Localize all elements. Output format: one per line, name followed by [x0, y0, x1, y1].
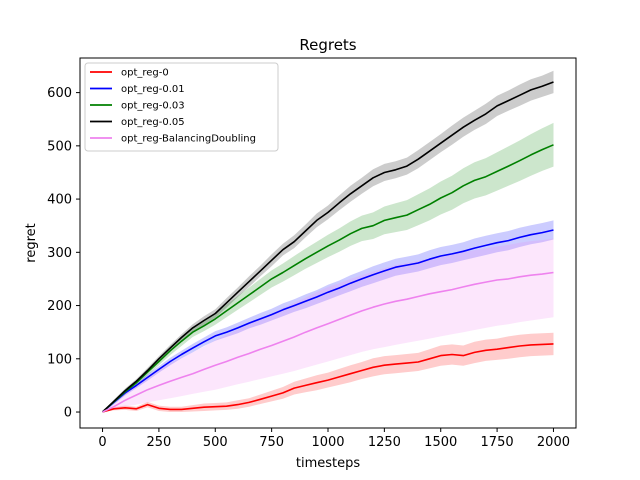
y-tick-label: 300 — [47, 246, 72, 261]
band-opt-reg-0-05 — [102, 70, 554, 413]
y-axis-label: regret — [24, 223, 39, 262]
x-axis-ticks: 0 250 500 750 1000 1250 1500 1750 2000 — [98, 428, 570, 450]
series-lines — [101, 81, 554, 413]
x-tick-label: 1000 — [311, 435, 344, 450]
y-tick-label: 100 — [47, 352, 72, 367]
x-tick-label: 1750 — [481, 435, 514, 450]
legend-box — [84, 62, 279, 152]
chart-title: Regrets — [299, 36, 356, 54]
y-tick-label: 500 — [47, 139, 72, 154]
x-tick-label: 500 — [203, 435, 228, 450]
band-opt-reg-0 — [102, 332, 554, 412]
x-tick-label: 2000 — [537, 435, 570, 450]
line-opt-reg-0 — [102, 343, 554, 413]
line-opt-reg-0-03 — [101, 144, 554, 413]
x-tick-label: 250 — [146, 435, 171, 450]
band-opt-reg-balancingdoubling — [102, 238, 554, 412]
legend-label-opt-reg-0-01: opt_reg-0.01 — [121, 84, 185, 95]
y-tick-label: 0 — [64, 406, 72, 421]
x-axis-label: timesteps — [296, 456, 360, 471]
legend: opt_reg-0 opt_reg-0.01 opt_reg-0.03 opt_reg… — [84, 62, 279, 152]
line-opt-reg-0-05 — [101, 81, 554, 413]
line-opt-reg-0-01 — [101, 229, 554, 413]
legend-label-opt-reg-0: opt_reg-0 — [121, 68, 169, 79]
y-tick-label: 400 — [47, 193, 72, 208]
confidence-bands — [102, 70, 554, 413]
legend-label-opt-reg-0-03: opt_reg-0.03 — [121, 101, 185, 112]
legend-items: opt_reg-0 opt_reg-0.01 opt_reg-0.03 opt_reg… — [90, 68, 256, 145]
x-tick-label: 1500 — [424, 435, 457, 450]
band-opt-reg-0-03 — [102, 122, 554, 413]
band-opt-reg-0-01 — [102, 220, 554, 412]
x-tick-label: 750 — [259, 435, 284, 450]
y-axis-ticks: 0 100 200 300 400 500 600 — [47, 86, 80, 421]
y-tick-label: 600 — [47, 86, 72, 101]
legend-label-opt-reg-balancingdoubling: opt_reg-BalancingDoubling — [121, 134, 256, 145]
x-tick-label: 0 — [98, 435, 106, 450]
x-tick-label: 1250 — [368, 435, 401, 450]
line-opt-reg-balancingdoubling — [102, 271, 554, 413]
y-tick-label: 200 — [47, 299, 72, 314]
legend-label-opt-reg-0-05: opt_reg-0.05 — [121, 117, 185, 128]
